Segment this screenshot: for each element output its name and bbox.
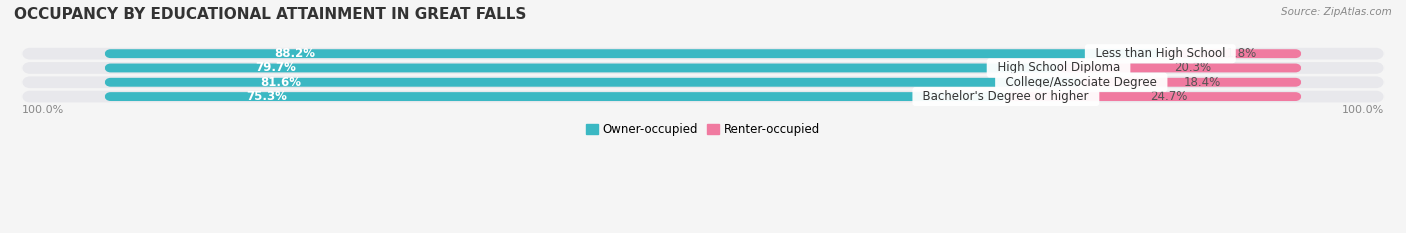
Text: 75.3%: 75.3% <box>246 90 287 103</box>
Legend: Owner-occupied, Renter-occupied: Owner-occupied, Renter-occupied <box>581 118 825 141</box>
FancyBboxPatch shape <box>1059 64 1302 72</box>
Text: College/Associate Degree: College/Associate Degree <box>998 76 1164 89</box>
FancyBboxPatch shape <box>104 92 1005 101</box>
FancyBboxPatch shape <box>22 91 1384 103</box>
FancyBboxPatch shape <box>1081 78 1302 87</box>
Text: 18.4%: 18.4% <box>1184 76 1220 89</box>
Text: 100.0%: 100.0% <box>22 106 65 115</box>
Text: 20.3%: 20.3% <box>1174 62 1211 75</box>
Text: 81.6%: 81.6% <box>260 76 301 89</box>
Text: Bachelor's Degree or higher: Bachelor's Degree or higher <box>915 90 1097 103</box>
Text: 88.2%: 88.2% <box>274 47 315 60</box>
Text: OCCUPANCY BY EDUCATIONAL ATTAINMENT IN GREAT FALLS: OCCUPANCY BY EDUCATIONAL ATTAINMENT IN G… <box>14 7 526 22</box>
FancyBboxPatch shape <box>22 76 1384 88</box>
Text: Source: ZipAtlas.com: Source: ZipAtlas.com <box>1281 7 1392 17</box>
Text: 79.7%: 79.7% <box>256 62 297 75</box>
FancyBboxPatch shape <box>22 62 1384 74</box>
FancyBboxPatch shape <box>22 48 1384 59</box>
FancyBboxPatch shape <box>104 64 1059 72</box>
Text: 11.8%: 11.8% <box>1219 47 1257 60</box>
FancyBboxPatch shape <box>104 49 1160 58</box>
Text: High School Diploma: High School Diploma <box>990 62 1128 75</box>
Text: 24.7%: 24.7% <box>1150 90 1187 103</box>
FancyBboxPatch shape <box>1160 49 1302 58</box>
FancyBboxPatch shape <box>104 78 1081 87</box>
FancyBboxPatch shape <box>1005 92 1302 101</box>
Text: 100.0%: 100.0% <box>1341 106 1384 115</box>
Text: Less than High School: Less than High School <box>1088 47 1233 60</box>
